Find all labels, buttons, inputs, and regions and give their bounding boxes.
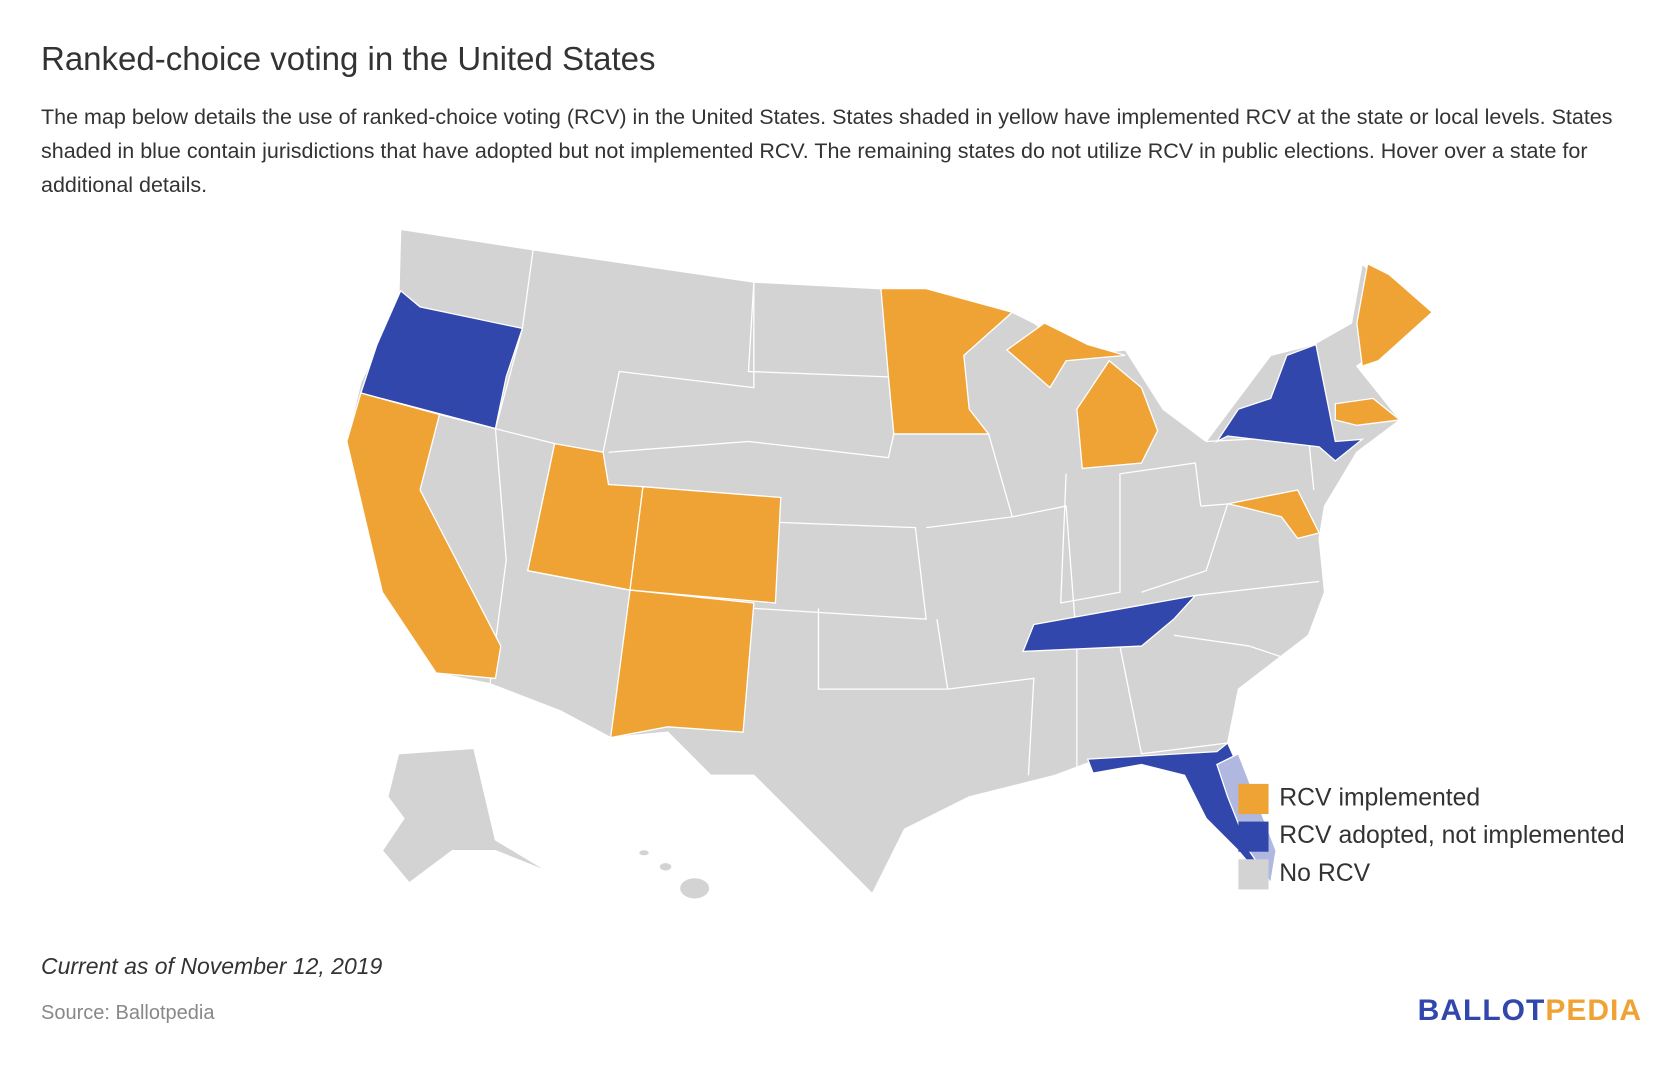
title: Ranked-choice voting in the United State… [41, 40, 656, 77]
state[interactable] [609, 589, 755, 739]
legend-label: RCV adopted, not implemented [1279, 822, 1624, 849]
logo: BALLOTPEDIA [1418, 994, 1642, 1028]
state-border [1173, 634, 1282, 658]
note: Current as of November 12, 2019 [41, 953, 383, 979]
state[interactable] [880, 287, 1014, 435]
state[interactable] [637, 848, 651, 857]
state[interactable] [678, 876, 711, 900]
state[interactable] [629, 486, 782, 604]
state-border [1195, 580, 1320, 597]
state-border [1119, 645, 1228, 755]
state-border [1141, 503, 1229, 593]
logo-part: BALLOT [1417, 994, 1546, 1027]
state[interactable] [1022, 594, 1198, 653]
source: Source: Ballotpedia [41, 1002, 215, 1024]
legend-label: RCV implemented [1279, 785, 1480, 812]
state[interactable] [346, 392, 502, 680]
state[interactable] [381, 747, 550, 884]
state-border [947, 677, 1035, 776]
state-border [1012, 505, 1078, 770]
state[interactable] [360, 289, 524, 430]
legend-swatch [1238, 859, 1269, 890]
state[interactable] [1334, 397, 1402, 426]
description: The map below details the use of ranked-… [41, 105, 1613, 197]
legend: RCV implemented RCV adopted, not implemen… [1238, 783, 1625, 890]
legend-swatch [1238, 821, 1269, 852]
state-border [602, 282, 755, 453]
state-border [1060, 462, 1202, 604]
logo-part: PEDIA [1545, 994, 1642, 1027]
state[interactable] [1356, 262, 1434, 367]
legend-label: No RCV [1279, 860, 1370, 887]
state[interactable] [1214, 343, 1365, 462]
state[interactable] [1076, 359, 1159, 470]
legend-swatch [1238, 783, 1269, 815]
state[interactable] [658, 861, 673, 872]
state[interactable] [1227, 489, 1321, 540]
state-border [817, 608, 949, 690]
state[interactable] [1005, 322, 1126, 389]
